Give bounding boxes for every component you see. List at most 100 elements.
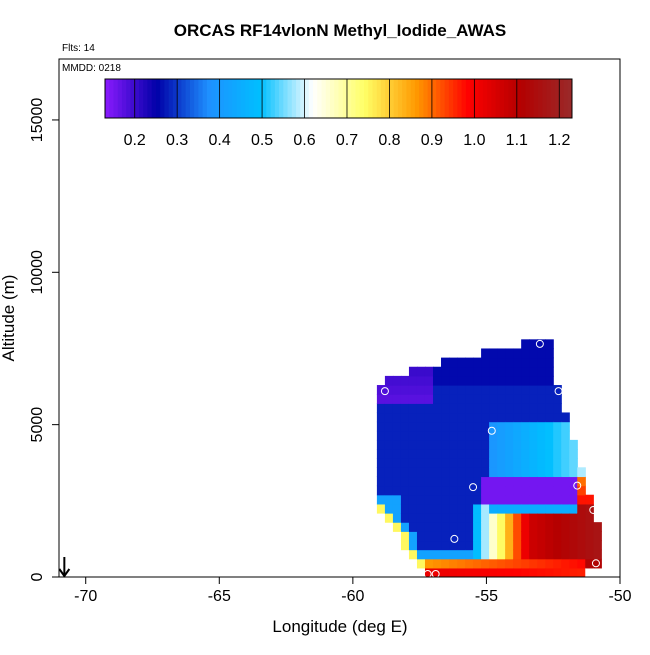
heatmap-cell bbox=[441, 531, 450, 542]
heatmap-cell bbox=[457, 485, 466, 496]
heatmap-cell bbox=[441, 449, 450, 459]
heatmap-cell bbox=[424, 458, 434, 468]
heatmap-cell bbox=[529, 558, 538, 569]
heatmap-cell bbox=[433, 403, 442, 414]
plot-frame bbox=[58, 58, 621, 578]
heatmap-cell bbox=[593, 522, 602, 532]
heatmap-cell bbox=[465, 394, 474, 404]
colorbar-tick-label: 0.4 bbox=[209, 132, 231, 149]
heatmap-cell bbox=[545, 439, 554, 450]
heatmap-cell bbox=[513, 421, 522, 432]
colorbar-swatch bbox=[363, 79, 369, 118]
heatmap-cell bbox=[441, 540, 450, 551]
heatmap-cell bbox=[424, 375, 434, 386]
heatmap-cell bbox=[465, 558, 474, 569]
heatmap-cell bbox=[449, 494, 458, 505]
heatmap-cell bbox=[384, 394, 394, 404]
heatmap-cell bbox=[497, 567, 506, 577]
heatmap-cell bbox=[505, 540, 514, 551]
colorbar-swatch bbox=[283, 79, 289, 118]
heatmap-cell bbox=[416, 385, 426, 395]
sample-point bbox=[589, 505, 598, 514]
heatmap-cell bbox=[513, 494, 522, 505]
heatmap-cell bbox=[545, 558, 554, 569]
heatmap-cell bbox=[529, 421, 538, 432]
heatmap-cell bbox=[449, 467, 458, 478]
heatmap-cell bbox=[545, 421, 554, 432]
heatmap-cell bbox=[545, 412, 554, 423]
colorbar-swatch bbox=[334, 79, 339, 118]
heatmap-cell bbox=[577, 558, 586, 569]
heatmap-cell bbox=[489, 412, 498, 423]
heatmap-cell bbox=[473, 394, 482, 404]
colorbar-swatch bbox=[194, 79, 199, 118]
heatmap-cell bbox=[529, 375, 538, 386]
heatmap-cell bbox=[392, 458, 402, 468]
heatmap-cell bbox=[529, 458, 538, 468]
heatmap-cell bbox=[553, 476, 562, 487]
colorbar-swatch bbox=[385, 79, 390, 118]
heatmap-cell bbox=[505, 430, 514, 441]
heatmap-cell bbox=[376, 412, 386, 423]
heatmap-cell bbox=[561, 467, 570, 478]
heatmap-cell bbox=[424, 540, 434, 551]
heatmap-cell bbox=[433, 522, 442, 532]
colorbar-swatch bbox=[151, 79, 157, 118]
heatmap-cell bbox=[497, 375, 506, 386]
colorbar-swatch bbox=[355, 79, 361, 118]
heatmap-cell bbox=[497, 467, 506, 478]
heatmap-cell bbox=[392, 394, 402, 404]
colorbar-swatch bbox=[427, 79, 433, 118]
heatmap-cell bbox=[537, 385, 546, 395]
heatmap-cell bbox=[577, 540, 586, 551]
colorbar-tick-label: 0.6 bbox=[293, 132, 315, 149]
heatmap-cell bbox=[561, 421, 570, 432]
heatmap-cell bbox=[384, 403, 394, 414]
heatmap-cell bbox=[424, 467, 434, 478]
heatmap-cell bbox=[553, 403, 562, 414]
heatmap-cell bbox=[521, 403, 530, 414]
heatmap-cell bbox=[545, 540, 554, 551]
heatmap-cell bbox=[473, 421, 482, 432]
heatmap-cell bbox=[424, 366, 434, 377]
heatmap-cell bbox=[465, 531, 474, 542]
heatmap-cell bbox=[408, 375, 418, 386]
heatmap-cell bbox=[585, 567, 594, 577]
heatmap-cell bbox=[384, 439, 394, 450]
heatmap-cell bbox=[424, 531, 434, 542]
heatmap-cell bbox=[569, 513, 578, 523]
colorbar-swatch bbox=[240, 79, 246, 118]
heatmap-cell bbox=[497, 421, 506, 432]
heatmap-cell bbox=[465, 430, 474, 441]
heatmap-cell bbox=[593, 540, 602, 551]
heatmap-cell bbox=[473, 430, 482, 441]
heatmap-cell bbox=[497, 449, 506, 459]
heatmap-cell bbox=[513, 503, 522, 514]
heatmap-cell bbox=[545, 503, 554, 514]
heatmap-cell bbox=[473, 531, 482, 542]
heatmap-cell bbox=[481, 412, 490, 423]
heatmap-cell bbox=[577, 531, 586, 542]
x-axis: -70 -65 -60 -55 -50 bbox=[74, 577, 632, 605]
colorbar-swatch bbox=[249, 79, 255, 118]
heatmap-cell bbox=[376, 494, 386, 505]
heatmap-cell bbox=[400, 439, 410, 450]
heatmap-cell bbox=[537, 522, 546, 532]
heatmap-cell bbox=[473, 503, 482, 514]
colorbar-swatch bbox=[436, 79, 441, 118]
heatmap-cell bbox=[457, 357, 466, 368]
heatmap-cell bbox=[392, 412, 402, 423]
heatmap-cell bbox=[545, 339, 554, 350]
colorbar-tick-label: 1.2 bbox=[548, 132, 570, 149]
heatmap-cell bbox=[529, 412, 538, 423]
heatmap-cell bbox=[441, 385, 450, 395]
heatmap-cell bbox=[513, 458, 522, 468]
y-axis-label: Altitude (m) bbox=[0, 275, 18, 362]
colorbar-swatch bbox=[266, 79, 272, 118]
heatmap-cell bbox=[481, 558, 490, 569]
sample-point bbox=[535, 339, 544, 348]
colorbar-swatch bbox=[482, 79, 488, 118]
heatmap-cell bbox=[529, 503, 538, 514]
heatmap-cell bbox=[457, 522, 466, 532]
heatmap-cell bbox=[392, 513, 402, 523]
